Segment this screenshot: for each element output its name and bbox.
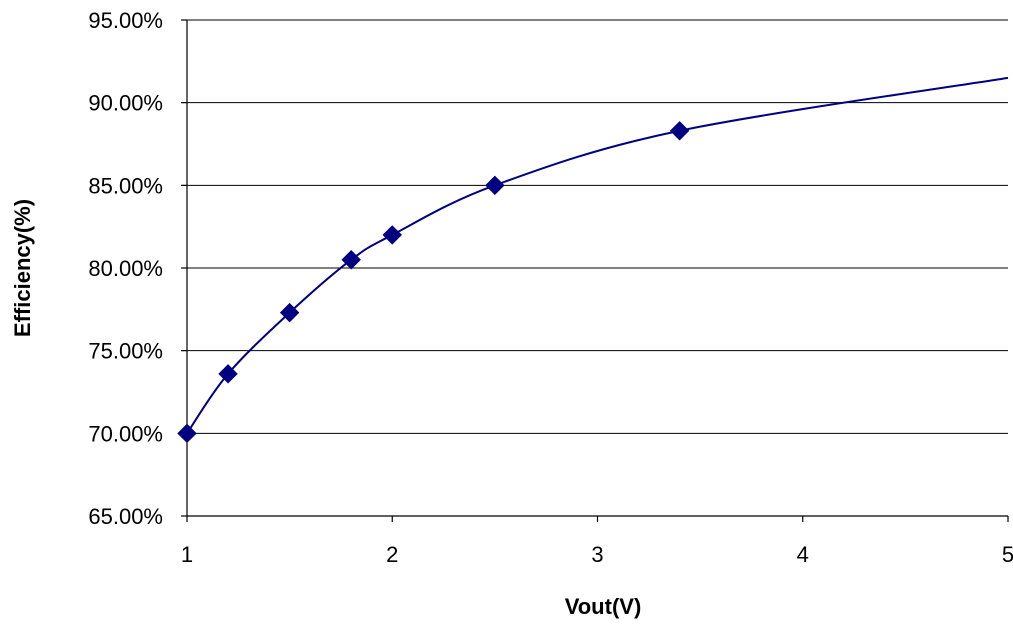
y-tick-label: 95.00% bbox=[88, 8, 163, 33]
data-point-marker bbox=[485, 175, 505, 196]
y-axis-title: Efficiency(%) bbox=[10, 199, 35, 337]
data-point-marker bbox=[341, 250, 361, 270]
x-tick-label: 5 bbox=[1002, 542, 1013, 567]
y-tick-label: 75.00% bbox=[88, 339, 163, 364]
y-tick-label: 70.00% bbox=[88, 421, 163, 446]
x-axis-title: Vout(V) bbox=[565, 594, 642, 619]
y-tick-label: 85.00% bbox=[88, 173, 163, 198]
series-line bbox=[186, 76, 1009, 434]
data-point-marker bbox=[669, 121, 690, 141]
y-tick-label: 80.00% bbox=[88, 256, 163, 281]
data-point-marker bbox=[382, 225, 402, 245]
tick-layer: 65.00% 70.00% 75.00% 80.00% 85.00% 90.00% 95.0… bbox=[88, 8, 1013, 567]
y-tick-label: 65.00% bbox=[88, 504, 163, 529]
series-layer bbox=[177, 76, 1009, 444]
x-tick-label: 2 bbox=[386, 542, 398, 567]
y-tick-label: 90.00% bbox=[88, 91, 163, 116]
x-tick-label: 1 bbox=[181, 542, 193, 567]
data-point-marker bbox=[218, 364, 238, 384]
data-point-marker bbox=[177, 423, 197, 444]
data-point-marker bbox=[279, 302, 300, 323]
x-tick-label: 3 bbox=[591, 542, 603, 567]
x-tick-label: 4 bbox=[797, 542, 809, 567]
grid-layer bbox=[187, 19, 1008, 434]
